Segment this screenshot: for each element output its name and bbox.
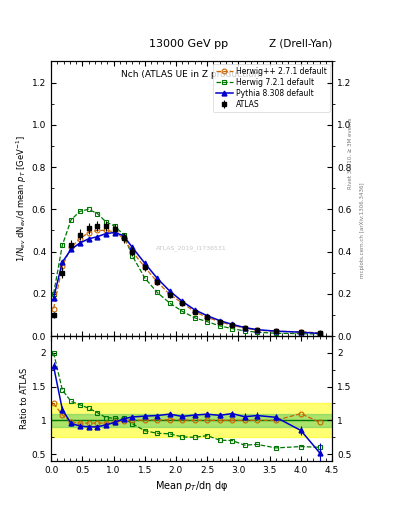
Pythia 8.308 default xyxy=(69,246,73,252)
Line: Pythia 8.308 default: Pythia 8.308 default xyxy=(51,230,322,336)
Herwig++ 2.7.1 default xyxy=(192,309,197,315)
Herwig 7.2.1 default xyxy=(95,210,100,217)
Herwig 7.2.1 default xyxy=(192,315,197,321)
Y-axis label: Ratio to ATLAS: Ratio to ATLAS xyxy=(20,368,29,429)
Pythia 8.308 default xyxy=(155,275,160,282)
Line: Herwig 7.2.1 default: Herwig 7.2.1 default xyxy=(51,207,322,336)
Herwig++ 2.7.1 default xyxy=(60,263,65,269)
Herwig++ 2.7.1 default xyxy=(217,318,222,325)
Pythia 8.308 default xyxy=(205,313,209,319)
Herwig++ 2.7.1 default xyxy=(299,329,303,335)
Herwig++ 2.7.1 default xyxy=(242,325,247,331)
Pythia 8.308 default xyxy=(95,233,100,240)
Herwig 7.2.1 default xyxy=(180,308,185,314)
Herwig 7.2.1 default xyxy=(255,329,259,335)
Pythia 8.308 default xyxy=(167,288,172,294)
Text: Z (Drell-Yan): Z (Drell-Yan) xyxy=(269,38,332,49)
Herwig++ 2.7.1 default xyxy=(112,229,117,235)
Herwig++ 2.7.1 default xyxy=(130,248,135,254)
Herwig 7.2.1 default xyxy=(230,326,235,332)
Herwig 7.2.1 default xyxy=(104,219,108,225)
Herwig 7.2.1 default xyxy=(69,217,73,223)
Herwig 7.2.1 default xyxy=(112,223,117,229)
Herwig++ 2.7.1 default xyxy=(167,291,172,297)
Pythia 8.308 default xyxy=(180,298,185,305)
Pythia 8.308 default xyxy=(51,295,56,301)
Herwig++ 2.7.1 default xyxy=(142,264,147,270)
Herwig++ 2.7.1 default xyxy=(51,306,56,312)
Herwig++ 2.7.1 default xyxy=(155,279,160,285)
Pythia 8.308 default xyxy=(112,229,117,236)
Herwig 7.2.1 default xyxy=(217,323,222,329)
Herwig 7.2.1 default xyxy=(317,331,322,337)
Herwig++ 2.7.1 default xyxy=(104,227,108,233)
Herwig++ 2.7.1 default xyxy=(86,229,91,236)
Pythia 8.308 default xyxy=(317,330,322,336)
Herwig++ 2.7.1 default xyxy=(230,323,235,329)
X-axis label: Mean $p_T$/dη dφ: Mean $p_T$/dη dφ xyxy=(155,479,228,493)
Pythia 8.308 default xyxy=(217,317,222,324)
Legend: Herwig++ 2.7.1 default, Herwig 7.2.1 default, Pythia 8.308 default, ATLAS: Herwig++ 2.7.1 default, Herwig 7.2.1 def… xyxy=(213,63,330,112)
Herwig 7.2.1 default xyxy=(274,330,278,336)
Bar xyxy=(51,403,332,437)
Herwig 7.2.1 default xyxy=(242,328,247,334)
Pythia 8.308 default xyxy=(60,259,65,265)
Pythia 8.308 default xyxy=(77,240,82,246)
Pythia 8.308 default xyxy=(230,322,235,328)
Herwig++ 2.7.1 default xyxy=(121,236,126,242)
Herwig 7.2.1 default xyxy=(130,253,135,259)
Herwig++ 2.7.1 default xyxy=(77,236,82,242)
Pythia 8.308 default xyxy=(130,244,135,250)
Bar xyxy=(51,414,332,427)
Pythia 8.308 default xyxy=(86,236,91,242)
Herwig++ 2.7.1 default xyxy=(255,327,259,333)
Line: Herwig++ 2.7.1 default: Herwig++ 2.7.1 default xyxy=(51,228,322,335)
Pythia 8.308 default xyxy=(142,260,147,266)
Pythia 8.308 default xyxy=(255,327,259,333)
Herwig 7.2.1 default xyxy=(51,291,56,297)
Text: Rivet 3.1.10, ≥ 3M events: Rivet 3.1.10, ≥ 3M events xyxy=(348,118,353,189)
Herwig++ 2.7.1 default xyxy=(205,314,209,321)
Text: 13000 GeV pp: 13000 GeV pp xyxy=(149,38,228,49)
Herwig 7.2.1 default xyxy=(142,275,147,281)
Herwig 7.2.1 default xyxy=(86,206,91,212)
Herwig 7.2.1 default xyxy=(205,318,209,325)
Pythia 8.308 default xyxy=(192,307,197,313)
Herwig 7.2.1 default xyxy=(77,208,82,215)
Text: Nch (ATLAS UE in Z production): Nch (ATLAS UE in Z production) xyxy=(121,70,263,79)
Pythia 8.308 default xyxy=(299,329,303,335)
Herwig++ 2.7.1 default xyxy=(69,244,73,250)
Text: mcplots.cern.ch [arXiv:1306.3436]: mcplots.cern.ch [arXiv:1306.3436] xyxy=(360,183,365,278)
Herwig 7.2.1 default xyxy=(299,331,303,337)
Pythia 8.308 default xyxy=(242,325,247,331)
Herwig++ 2.7.1 default xyxy=(317,330,322,336)
Pythia 8.308 default xyxy=(121,232,126,239)
Y-axis label: 1/N$_{ev}$ dN$_{ev}$/d mean $p_T$ [GeV$^{-1}$]: 1/N$_{ev}$ dN$_{ev}$/d mean $p_T$ [GeV$^… xyxy=(15,135,29,262)
Herwig 7.2.1 default xyxy=(167,300,172,306)
Herwig 7.2.1 default xyxy=(155,289,160,295)
Text: ATLAS_2019_I1736531: ATLAS_2019_I1736531 xyxy=(156,245,227,251)
Herwig++ 2.7.1 default xyxy=(180,300,185,306)
Pythia 8.308 default xyxy=(274,328,278,334)
Herwig++ 2.7.1 default xyxy=(95,227,100,233)
Herwig 7.2.1 default xyxy=(60,242,65,248)
Herwig 7.2.1 default xyxy=(121,231,126,238)
Pythia 8.308 default xyxy=(104,230,108,237)
Herwig++ 2.7.1 default xyxy=(274,328,278,334)
